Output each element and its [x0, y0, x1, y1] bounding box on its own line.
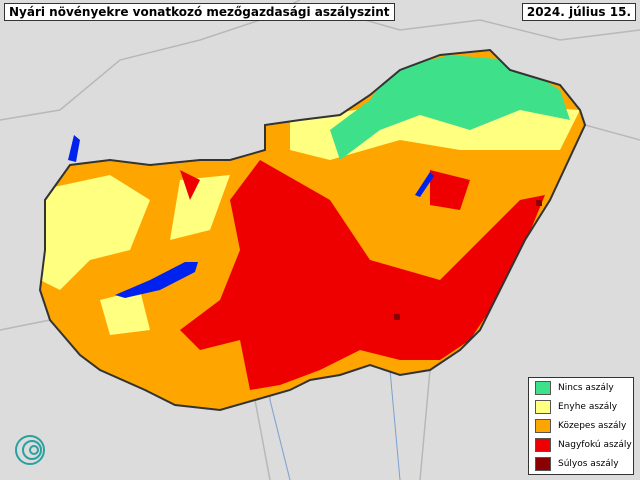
legend-swatch: [535, 399, 551, 414]
extreme-area: [394, 314, 400, 320]
legend-label: Nincs aszály: [558, 382, 614, 393]
legend-swatch: [535, 437, 551, 452]
map-title: Nyári növényekre vonatkozó mezőgazdasági…: [4, 3, 395, 21]
legend-item: Nagyfokú aszály: [529, 435, 633, 454]
mild-area: [40, 100, 580, 335]
legend-item: Súlyos aszály: [529, 454, 633, 473]
country-border: [38, 48, 587, 412]
lake-ferto: [68, 135, 80, 162]
legend-item: Közepes aszály: [529, 416, 633, 435]
lake-tisza: [415, 172, 434, 197]
legend-label: Közepes aszály: [558, 420, 627, 431]
legend-swatch: [535, 456, 551, 471]
legend-swatch: [535, 418, 551, 433]
legend-swatch: [535, 380, 551, 395]
map-date: 2024. július 15.: [521, 3, 636, 21]
lake-balaton: [115, 262, 198, 298]
no-drought-area: [330, 55, 570, 160]
extreme-area: [536, 200, 542, 206]
legend-label: Enyhe aszály: [558, 401, 618, 412]
legend: Nincs aszály Enyhe aszály Közepes aszály Na…: [528, 377, 634, 475]
legend-item: Enyhe aszály: [529, 397, 633, 416]
legend-item: Nincs aszály: [529, 378, 633, 397]
severe-area: [180, 160, 545, 390]
legend-label: Súlyos aszály: [558, 458, 619, 469]
logo: [15, 435, 45, 465]
legend-label: Nagyfokú aszály: [558, 439, 632, 450]
